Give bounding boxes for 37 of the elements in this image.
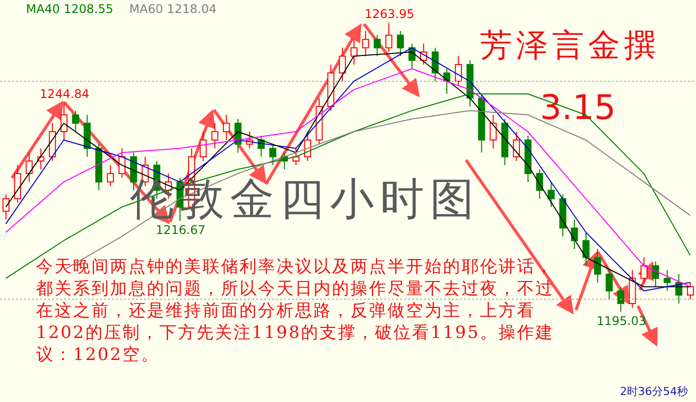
candlestick	[617, 286, 624, 312]
candlestick	[652, 261, 660, 288]
candlestick	[385, 22, 392, 52]
text: MA60 1218.04	[129, 2, 217, 16]
candlestick	[396, 30, 404, 57]
candlestick	[222, 114, 230, 141]
candlestick	[664, 269, 671, 292]
candlestick	[60, 102, 68, 141]
candlestick	[374, 34, 381, 57]
candlestick	[490, 114, 497, 149]
candlestick	[200, 131, 207, 162]
candlestick	[2, 194, 10, 220]
annotation: 1263.95	[364, 6, 414, 21]
candlestick	[640, 256, 648, 284]
candlestick	[512, 131, 520, 162]
candlestick	[606, 269, 613, 300]
candlestick	[211, 122, 218, 149]
candlestick	[269, 144, 276, 166]
candlestick	[26, 152, 33, 182]
candlestick	[454, 56, 462, 86]
candlestick	[338, 47, 346, 82]
candlestick	[304, 131, 312, 162]
candlestick	[594, 248, 602, 284]
candlestick	[72, 110, 80, 132]
candlestick	[362, 30, 370, 57]
annotation: 2时36分54秒	[620, 384, 688, 399]
annotation: 1216.67	[156, 223, 206, 238]
text: 芳泽言金撰	[480, 25, 660, 66]
annotation: 1244.84	[40, 86, 90, 101]
candlestick	[582, 232, 590, 266]
candlestick	[106, 164, 114, 187]
candlestick	[548, 181, 555, 208]
candlestick	[350, 38, 358, 66]
candlestick	[536, 168, 544, 200]
text: MA40 1208.55	[26, 2, 114, 16]
candlestick	[570, 219, 578, 250]
annotation: 今天晚间两点钟的美联储利率决议以及两点半开始的耶伦讲话，都关系到加息的问题，所以今天日内的操作尽量不去过夜，不过在这之前，还是维持前面的分析思路，反弹做空为主，上方看1202的压制，下方先关注1198的支撑，破位看1195。操作建议：1202空。	[36, 256, 555, 366]
